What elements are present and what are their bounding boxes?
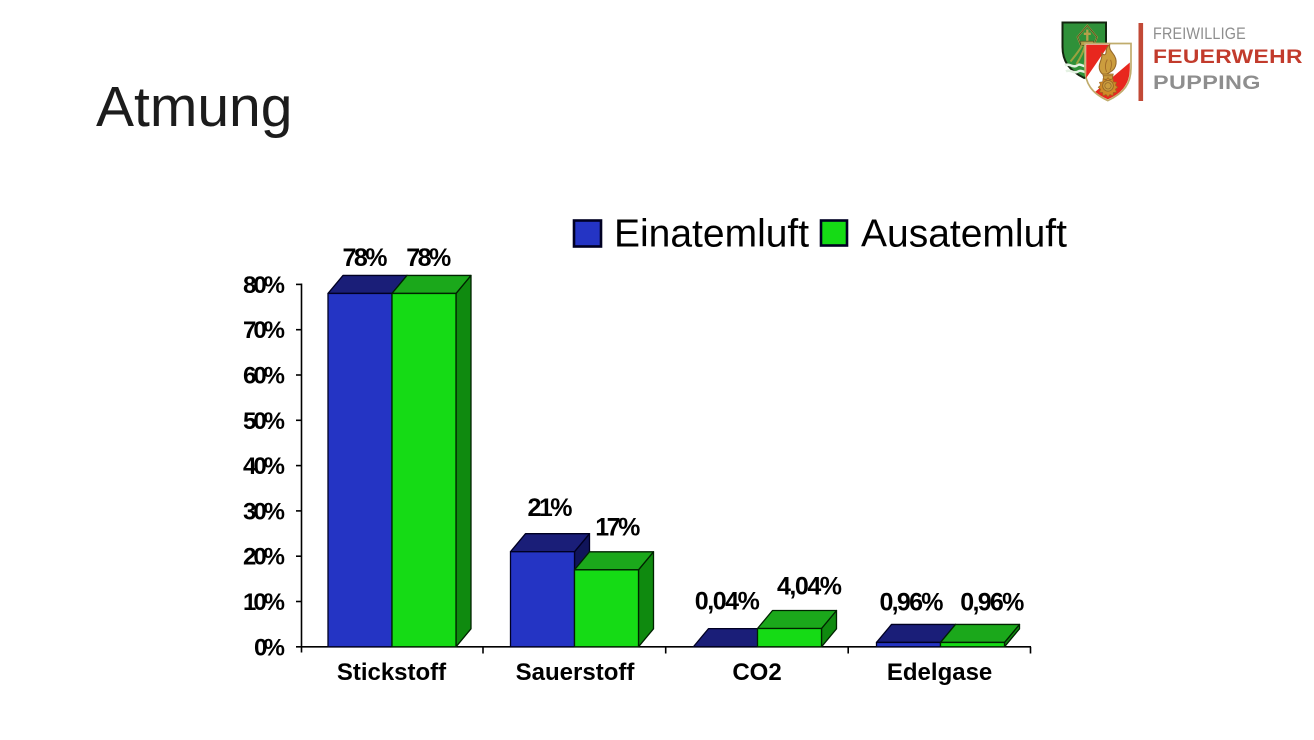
svg-text:70%: 70% xyxy=(243,317,285,344)
svg-text:CO2: CO2 xyxy=(732,659,781,686)
svg-text:0,04%: 0,04% xyxy=(695,588,760,616)
svg-text:Stickstoff: Stickstoff xyxy=(337,659,447,686)
svg-text:60%: 60% xyxy=(243,363,285,390)
svg-text:10%: 10% xyxy=(243,589,285,616)
svg-text:21%: 21% xyxy=(528,494,573,522)
svg-text:78%: 78% xyxy=(406,244,451,272)
svg-text:0,96%: 0,96% xyxy=(880,588,944,616)
svg-text:20%: 20% xyxy=(243,544,285,571)
svg-text:Sauerstoff: Sauerstoff xyxy=(516,659,636,686)
svg-text:4,04%: 4,04% xyxy=(777,573,842,601)
svg-text:50%: 50% xyxy=(243,408,285,435)
svg-text:Ausatemluft: Ausatemluft xyxy=(861,213,1067,256)
svg-text:Edelgase: Edelgase xyxy=(887,659,992,686)
svg-text:0%: 0% xyxy=(254,634,285,661)
svg-text:0,96%: 0,96% xyxy=(960,588,1024,616)
svg-text:40%: 40% xyxy=(243,453,285,480)
svg-text:17%: 17% xyxy=(595,514,640,542)
svg-text:78%: 78% xyxy=(343,244,388,272)
svg-text:30%: 30% xyxy=(243,498,285,525)
svg-text:Einatemluft: Einatemluft xyxy=(614,213,809,256)
svg-text:80%: 80% xyxy=(243,272,285,299)
